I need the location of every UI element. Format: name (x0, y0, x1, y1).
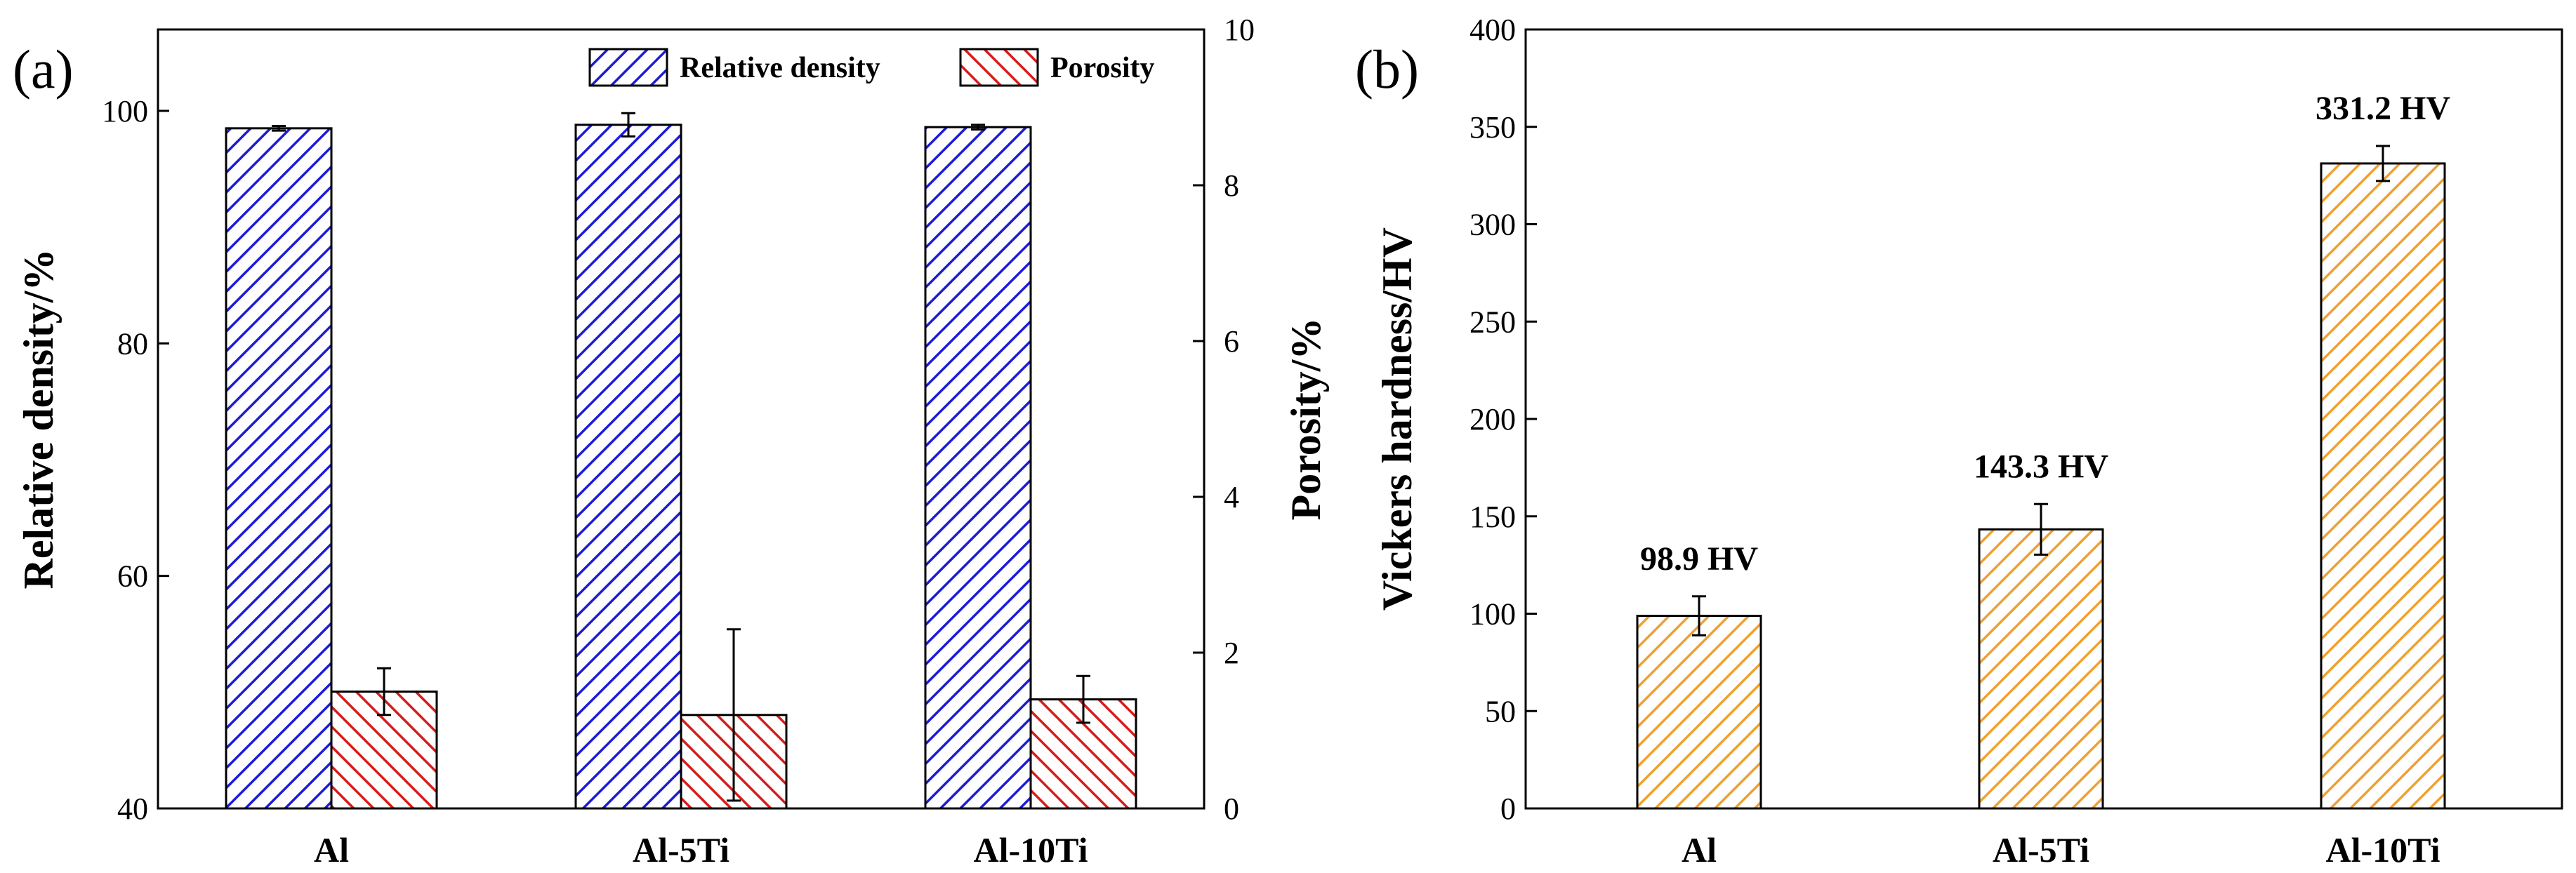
y-tick-label-left: 80 (117, 326, 148, 361)
y-tick-label-b: 100 (1469, 597, 1516, 632)
x-tick-label-b-al-10ti: Al-10Ti (2326, 830, 2440, 869)
legend-swatch-relative-density (588, 48, 668, 87)
y-tick-label-right: 10 (1224, 13, 1255, 47)
y-tick-label-b: 350 (1469, 110, 1516, 145)
error-bar-porosity-al-10ti (1076, 674, 1090, 724)
error-bar-hardness-al-10ti (2376, 145, 2390, 182)
legend-label-porosity: Porosity (1050, 52, 1155, 84)
bar-hardness-al-10ti (2320, 162, 2446, 810)
y-tick-label-b: 200 (1469, 402, 1516, 436)
bar-relative-density-al-10ti (924, 126, 1032, 810)
y-tick-label-right: 8 (1224, 168, 1239, 203)
y-tick-label-right: 6 (1224, 324, 1239, 359)
plot-frame-a (157, 28, 1206, 810)
y-tick-label-right: 2 (1224, 636, 1239, 670)
y-tick-label-b: 150 (1469, 500, 1516, 534)
x-tick-label-b-al: Al (1682, 830, 1717, 869)
y-tick-label-left: 100 (102, 94, 148, 128)
bar-hardness-al (1636, 615, 1762, 810)
x-tick-label-al-5ti: Al-5Ti (633, 830, 729, 869)
x-tick-label-al: Al (314, 830, 349, 869)
y-tick-label-b: 400 (1469, 13, 1516, 47)
y-tick-label-b: 250 (1469, 305, 1516, 339)
y-tick-label-b: 0 (1500, 792, 1516, 826)
error-bar-hardness-al (1692, 595, 1706, 637)
error-bar-relative-density-al-5ti (621, 112, 635, 138)
data-label-al: 98.9 HV (1640, 540, 1758, 578)
y-axis-title-left: Relative density/% (15, 249, 62, 589)
y-tick-label-right: 0 (1224, 792, 1239, 826)
y-tick-label-left: 60 (117, 559, 148, 594)
bar-relative-density-al-5ti (574, 124, 682, 810)
panel-label-b: (b) (1355, 39, 1419, 100)
error-bar-hardness-al-5ti (2034, 502, 2048, 556)
error-bar-porosity-al (377, 667, 391, 717)
legend-label-relative-density: Relative density (680, 52, 880, 84)
y-axis-title-right: Porosity/% (1283, 318, 1329, 521)
data-label-al-10ti: 331.2 HV (2316, 90, 2450, 127)
legend-swatch-porosity (959, 48, 1039, 87)
x-tick-label-al-10ti: Al-10Ti (974, 830, 1088, 869)
error-bar-relative-density-al (272, 125, 286, 132)
legend: Relative density Porosity (588, 48, 1155, 87)
bar-relative-density-al (225, 127, 333, 810)
y-tick-label-b: 50 (1485, 694, 1516, 728)
data-label-al-5ti: 143.3 HV (1974, 448, 2108, 485)
bar-hardness-al-5ti (1978, 528, 2104, 810)
error-bar-relative-density-al-10ti (971, 124, 985, 131)
y-tick-label-b: 300 (1469, 208, 1516, 242)
x-tick-label-b-al-5ti: Al-5Ti (1993, 830, 2089, 869)
error-bar-porosity-al-5ti (727, 628, 741, 802)
panel-label-a: (a) (13, 39, 74, 100)
y-tick-label-left: 40 (117, 792, 148, 826)
y-tick-label-right: 4 (1224, 480, 1239, 514)
y-axis-title-b: Vickers hardness/HV (1374, 227, 1420, 611)
chart-a: 40 60 80 100 0 2 4 6 8 10 Al Al-5Ti Al-10Ti Relati… (15, 13, 1329, 869)
chart-b: 98.9 HV 143.3 HV 331.2 HV 0 50 100 150 200 250 3… (1374, 13, 2563, 869)
